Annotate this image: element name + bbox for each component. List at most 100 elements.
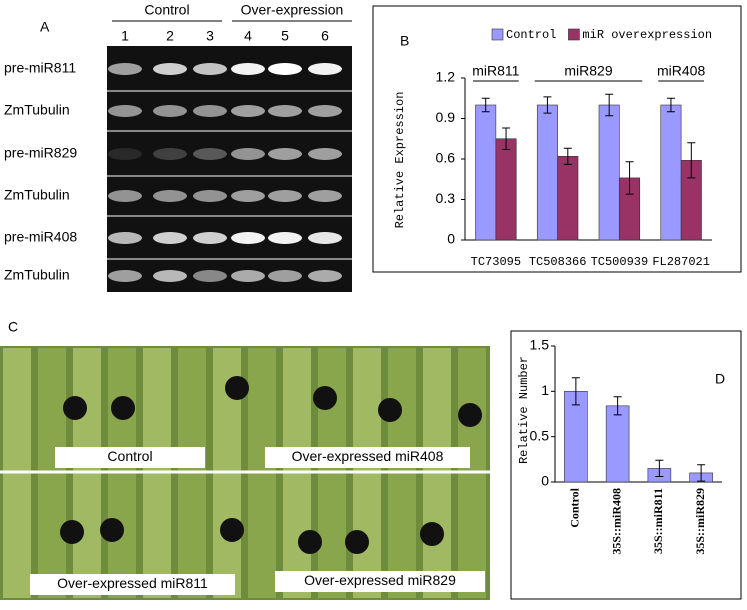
band <box>193 232 227 244</box>
band <box>308 105 342 117</box>
x-tick-label: 35S::miR811 <box>651 488 665 554</box>
inoculation-spot <box>298 530 322 554</box>
y-tick-label: 0 <box>447 231 455 247</box>
x-tick-label: 35S::miR829 <box>693 488 707 555</box>
bar <box>475 104 497 241</box>
band <box>193 105 227 117</box>
row-label: ZmTubulin <box>4 267 70 283</box>
band <box>308 63 342 75</box>
caption-box <box>275 571 485 592</box>
band <box>108 190 142 202</box>
y-axis-label: Relative Number <box>517 356 531 464</box>
gel <box>107 46 352 292</box>
group-label: miR829 <box>564 63 612 79</box>
lane-number: 5 <box>281 28 289 44</box>
inoculation-spot <box>100 518 124 542</box>
band <box>268 105 302 117</box>
x-tick-label: TC508366 <box>529 255 587 269</box>
y-tick-label: 0.6 <box>436 150 456 166</box>
y-axis-label: Relative Expression <box>393 92 407 229</box>
lane-number: 2 <box>166 28 174 44</box>
y-tick-label: 0 <box>541 473 549 489</box>
panel-label: C <box>8 319 18 335</box>
lane-number: 6 <box>321 28 329 44</box>
band <box>308 190 342 202</box>
error-bar <box>481 97 490 113</box>
bar <box>557 156 579 241</box>
panel-b-frame <box>372 5 742 273</box>
caption: Control <box>107 448 152 464</box>
y-tick-label: 1.5 <box>530 337 550 353</box>
y-tick-label: 0.9 <box>436 109 456 125</box>
group-label: Control <box>144 2 189 18</box>
x-tick-label: 35S::miR408 <box>609 488 623 555</box>
caption-box <box>55 447 205 468</box>
error-bar <box>613 396 622 416</box>
band <box>231 190 265 202</box>
band <box>268 270 302 282</box>
band <box>231 270 265 282</box>
bar <box>495 138 517 241</box>
band <box>268 63 302 75</box>
band <box>193 63 227 75</box>
band <box>108 63 142 75</box>
band <box>308 148 342 160</box>
panel-label: A <box>40 19 50 35</box>
row-label: pre-miR408 <box>4 229 77 245</box>
error-bar <box>666 97 675 113</box>
inoculation-spot <box>220 518 244 542</box>
row-label: pre-miR829 <box>4 145 77 161</box>
band <box>308 270 342 282</box>
bar <box>598 104 620 241</box>
inoculation-spot <box>225 376 249 400</box>
bar <box>605 405 630 483</box>
band <box>231 63 265 75</box>
caption-box <box>265 447 470 468</box>
group-label: miR408 <box>657 63 705 79</box>
band <box>153 148 187 160</box>
x-tick-label: FL287021 <box>652 255 710 269</box>
band <box>268 148 302 160</box>
error-bar <box>543 96 552 114</box>
caption-box <box>30 574 235 595</box>
band <box>153 63 187 75</box>
panel-label: D <box>715 371 725 387</box>
inoculation-spot <box>313 386 337 410</box>
inoculation-spot <box>378 398 402 422</box>
band <box>153 105 187 117</box>
band <box>153 270 187 282</box>
band <box>268 232 302 244</box>
band <box>108 232 142 244</box>
band <box>108 148 142 160</box>
caption: Over-expressed miR408 <box>292 448 444 464</box>
band <box>153 232 187 244</box>
band <box>308 232 342 244</box>
band <box>231 148 265 160</box>
inoculation-spot <box>63 396 87 420</box>
inoculation-spot <box>420 522 444 546</box>
caption: Over-expressed miR829 <box>304 572 456 588</box>
row-label: pre-miR811 <box>4 60 76 76</box>
lane-number: 1 <box>121 28 129 44</box>
group-label: Over-expression <box>241 2 344 18</box>
legend-swatch <box>491 28 504 41</box>
band <box>268 190 302 202</box>
x-tick-label: TC73095 <box>471 255 521 269</box>
inoculation-spot <box>458 403 482 427</box>
error-bar <box>563 147 572 165</box>
y-tick-label: 0.5 <box>530 427 550 443</box>
y-tick-label: 0.3 <box>436 190 456 206</box>
band <box>231 105 265 117</box>
error-bar <box>687 142 696 179</box>
x-tick-label: Control <box>568 487 582 527</box>
legend-label: Control <box>506 28 556 42</box>
band <box>193 190 227 202</box>
error-bar <box>697 464 706 482</box>
x-tick-label: TC500939 <box>591 255 649 269</box>
row-label: ZmTubulin <box>4 102 70 118</box>
band <box>231 232 265 244</box>
legend-label: miR overexpression <box>582 28 712 42</box>
row-label: ZmTubulin <box>4 187 70 203</box>
error-bar <box>655 459 664 478</box>
